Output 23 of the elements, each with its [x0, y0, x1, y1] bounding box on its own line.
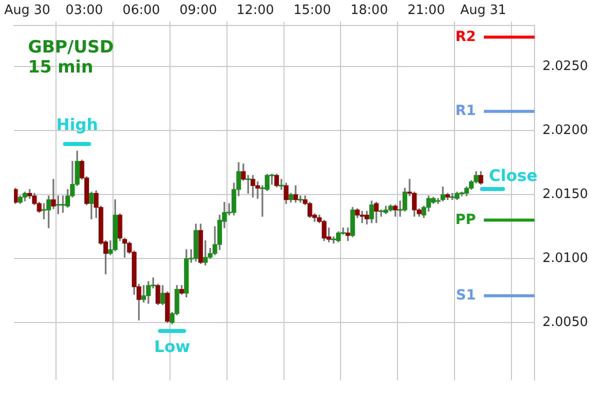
annotation: Low	[154, 337, 190, 356]
ref-line-label: PP	[455, 212, 476, 228]
annotation: High	[56, 115, 98, 134]
y-tick-label: 2.0100	[542, 250, 588, 266]
ref-line-label: R2	[455, 28, 476, 45]
y-tick-label: 2.0150	[542, 186, 588, 202]
text: GBP/USD	[28, 38, 114, 58]
x-tick-label: Aug 30	[4, 3, 50, 18]
x-tick-label: 12:00	[236, 3, 274, 18]
x-tick-label: Aug 31	[460, 3, 506, 18]
x-tick-label: 18:00	[350, 3, 388, 18]
annotation: Close	[488, 166, 538, 186]
x-tick-label: 03:00	[66, 3, 104, 18]
x-tick-label: 06:00	[122, 3, 160, 18]
y-tick-label: 2.0200	[542, 122, 588, 138]
text: 15 min	[28, 58, 94, 78]
ref-line-label: R1	[455, 103, 476, 120]
y-tick-label: 2.0050	[542, 314, 588, 330]
x-tick-label: 21:00	[407, 3, 445, 18]
x-tick-label: 15:00	[294, 3, 331, 18]
y-tick-label: 2.0250	[542, 58, 588, 74]
ref-line-label: S1	[456, 287, 476, 304]
x-tick-label: 09:00	[180, 3, 218, 18]
